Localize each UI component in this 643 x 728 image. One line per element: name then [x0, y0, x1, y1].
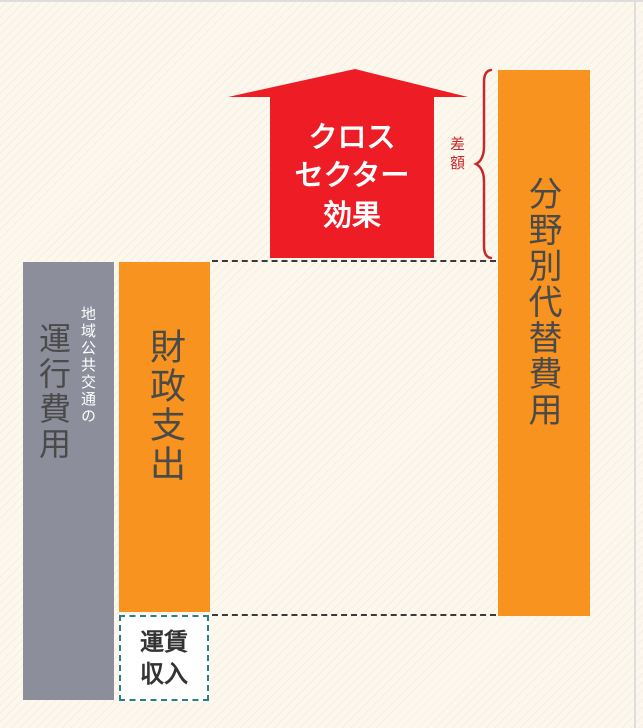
alternative-cost-label: 分野別代替費用 [522, 176, 562, 428]
cross-sector-arrow-shape [228, 69, 468, 258]
fare-revenue-box: 運賃 収入 [119, 615, 209, 701]
cross-sector-label-line2: セクター [294, 158, 410, 192]
cross-sector-label-line3: 効果 [322, 198, 381, 232]
fiscal-spending-label: 財政支出 [144, 328, 185, 484]
fare-revenue-line2: 収入 [140, 660, 188, 688]
alternative-cost-bar: 分野別代替費用 [498, 70, 590, 616]
fare-revenue-line1: 運賃 [140, 628, 188, 656]
operating-cost-small-label: 地域公共交通の [79, 306, 97, 425]
fiscal-spending-bar: 財政支出 [119, 262, 210, 612]
cross-sector-label-line1: クロス [308, 120, 396, 154]
operating-cost-bar: 地域公共交通の 運行費用 [23, 262, 114, 700]
operating-cost-main-label: 運行費用 [34, 322, 72, 462]
bottom-dashed-guide-line [212, 614, 496, 616]
difference-brace-icon [473, 68, 493, 260]
frame-right-border [634, 0, 636, 728]
top-dashed-guide-line [212, 260, 496, 262]
difference-label: 差額 [448, 136, 466, 174]
frame-top-border [0, 0, 643, 2]
